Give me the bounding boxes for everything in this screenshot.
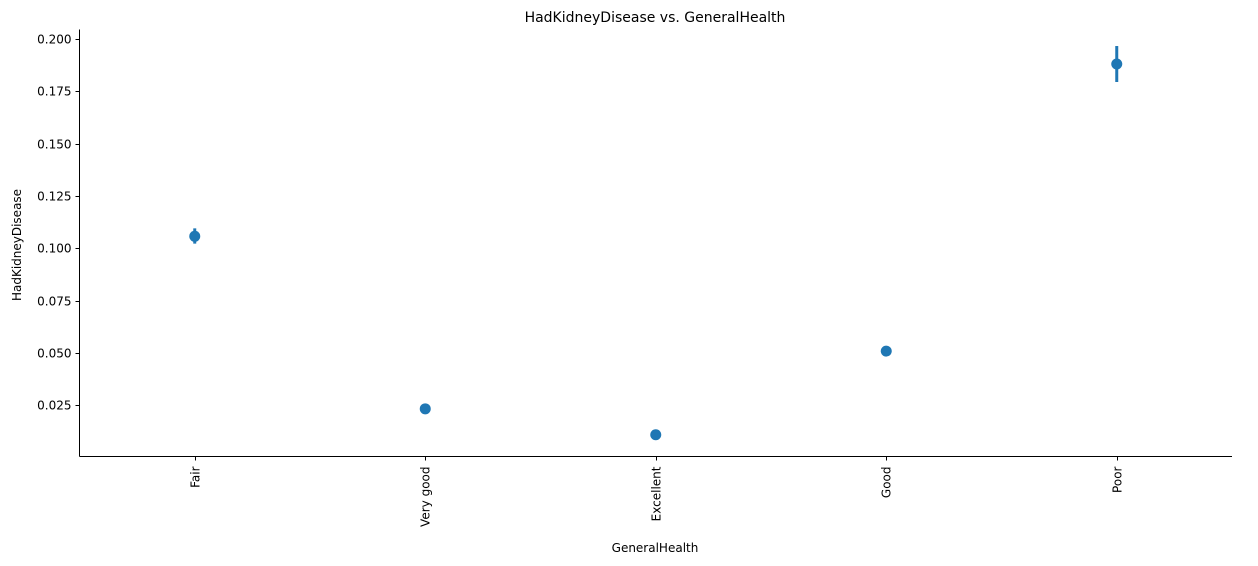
y-axis-label: HadKidneyDisease [10,189,24,301]
y-tick-label: 0.075 [37,295,71,309]
x-tick-label: Poor [1111,466,1125,492]
y-tick-label: 0.200 [37,33,71,47]
data-point [880,345,892,357]
data-point [1111,58,1123,70]
y-tick-label: 0.125 [37,190,71,204]
y-tick-label: 0.050 [37,347,71,361]
y-tick-label: 0.100 [37,242,71,256]
x-tick-label: Very good [419,467,433,527]
x-axis-label: GeneralHealth [612,541,699,555]
data-point [419,403,431,415]
x-tick-label: Excellent [650,466,664,521]
y-ticks: 0.025 0.050 0.075 0.100 0.125 0.150 0.175 0.200 [37,33,80,413]
x-tick-label: Fair [189,466,203,487]
x-ticks: Fair Very good Excellent Good Poor [189,456,1125,527]
chart-title: HadKidneyDisease vs. GeneralHealth [525,10,786,26]
y-tick-label: 0.025 [37,399,71,413]
x-tick-label: Good [880,467,894,499]
data-point [650,429,662,441]
y-tick-label: 0.150 [37,138,71,152]
data-point [189,230,201,242]
axes [79,29,1232,457]
data-marks [189,46,1123,441]
y-tick-label: 0.175 [37,85,71,99]
